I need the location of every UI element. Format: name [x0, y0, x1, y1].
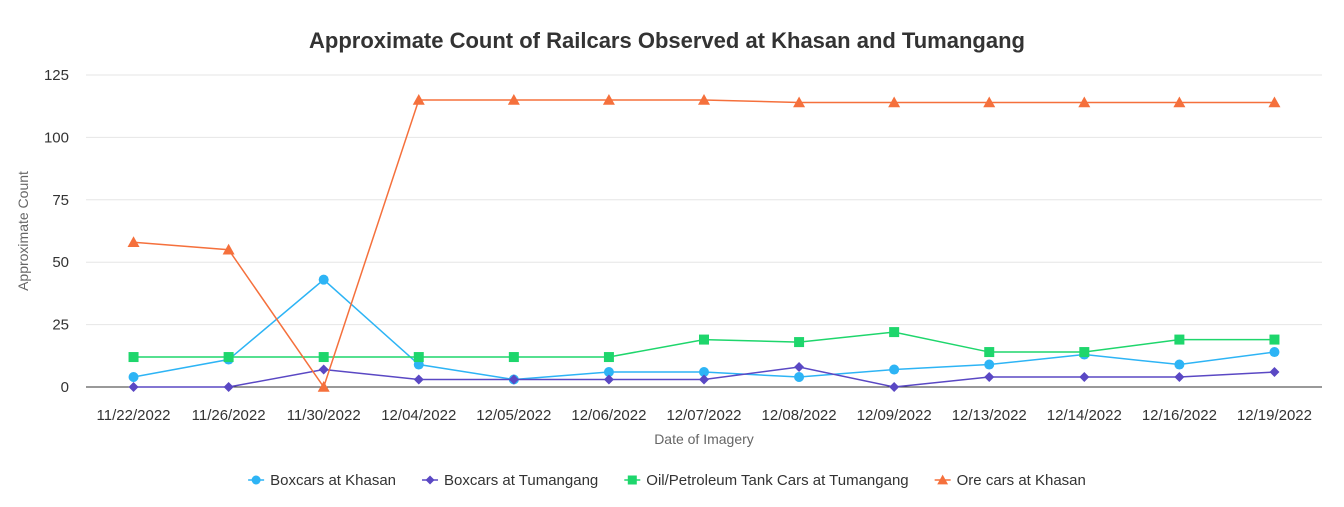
data-point	[318, 352, 329, 363]
legend-marker	[937, 474, 949, 485]
data-point	[412, 93, 425, 105]
series-group	[127, 93, 1281, 392]
legend-label: Ore cars at Khasan	[957, 472, 1086, 489]
data-point	[128, 352, 139, 363]
series-group	[128, 327, 1280, 363]
series-line	[133, 278, 1275, 381]
x-axis: 11/22/2022 11/26/2022 11/30/2022 12/04/2022…	[97, 407, 1312, 424]
data-point	[1078, 96, 1091, 108]
data-point	[1174, 334, 1185, 345]
data-point	[602, 93, 615, 105]
data-point	[1173, 96, 1186, 108]
y-axis: 0 25 50 75 100 125	[44, 67, 69, 396]
data-point	[508, 374, 519, 385]
data-point	[318, 274, 329, 285]
data-point	[222, 243, 235, 255]
data-point	[127, 236, 140, 248]
data-point	[317, 381, 330, 392]
x-tick-label: 12/06/2022	[571, 407, 646, 424]
data-point	[1268, 96, 1281, 108]
y-tick-label: 75	[52, 192, 69, 209]
x-tick-label: 12/16/2022	[1142, 407, 1217, 424]
chart-title: Approximate Count of Railcars Observed a…	[309, 28, 1025, 53]
data-point	[223, 352, 234, 363]
data-point	[983, 96, 996, 108]
data-point	[699, 367, 709, 378]
data-point	[1174, 372, 1185, 383]
data-point	[793, 96, 806, 108]
legend-label: Boxcars at Tumangang	[444, 472, 598, 489]
x-tick-label: 12/19/2022	[1237, 407, 1312, 424]
data-point	[413, 352, 424, 363]
legend-item[interactable]: Boxcars at Khasan	[248, 472, 396, 489]
data-point	[318, 364, 329, 375]
x-tick-label: 11/30/2022	[287, 407, 361, 424]
data-point	[794, 337, 805, 348]
x-tick-label: 11/22/2022	[97, 407, 171, 424]
data-point	[413, 374, 424, 385]
data-point	[699, 334, 709, 345]
data-point	[794, 362, 805, 373]
legend: Boxcars at Khasan Boxcars at Tumangang Oil…	[248, 472, 1086, 489]
data-point	[128, 382, 139, 392]
data-point	[889, 364, 900, 375]
data-point	[1269, 334, 1280, 345]
x-tick-label: 12/07/2022	[666, 407, 741, 424]
y-tick-label: 100	[44, 129, 69, 146]
legend-label: Oil/Petroleum Tank Cars at Tumangang	[646, 472, 908, 489]
data-point	[603, 367, 614, 378]
x-tick-label: 12/14/2022	[1047, 407, 1122, 424]
legend-label: Boxcars at Khasan	[270, 472, 396, 489]
y-tick-label: 50	[52, 254, 69, 271]
series-layer	[127, 93, 1281, 392]
data-point	[128, 372, 139, 383]
data-point	[889, 327, 900, 338]
data-point	[1269, 367, 1280, 378]
data-point	[984, 359, 995, 370]
x-tick-label: 12/09/2022	[857, 407, 932, 424]
data-point	[699, 374, 709, 385]
legend-marker	[251, 475, 261, 485]
y-tick-label: 25	[52, 317, 69, 334]
series-group	[128, 274, 1280, 385]
y-tick-label: 0	[61, 379, 69, 396]
data-point	[603, 352, 614, 363]
data-point	[1269, 347, 1280, 358]
x-tick-label: 11/26/2022	[192, 407, 266, 424]
data-point	[698, 93, 710, 105]
x-tick-label: 12/04/2022	[381, 407, 456, 424]
data-point	[794, 372, 805, 383]
y-axis-label: Approximate Count	[15, 171, 31, 291]
gridlines	[86, 74, 1322, 388]
legend-marker	[627, 475, 637, 485]
x-tick-label: 12/08/2022	[762, 407, 837, 424]
data-point	[508, 352, 519, 363]
legend-item[interactable]: Boxcars at Tumangang	[422, 472, 598, 489]
x-tick-label: 12/13/2022	[952, 407, 1027, 424]
data-point	[1079, 347, 1090, 358]
data-point	[1174, 359, 1185, 370]
data-point	[889, 382, 900, 392]
legend-item[interactable]: Oil/Petroleum Tank Cars at Tumangang	[624, 472, 909, 489]
legend-marker	[425, 475, 435, 485]
legend-item[interactable]: Ore cars at Khasan	[934, 472, 1086, 489]
data-point	[223, 382, 234, 392]
x-tick-label: 12/05/2022	[476, 407, 551, 424]
y-tick-label: 125	[44, 67, 69, 84]
data-point	[507, 93, 520, 105]
data-point	[984, 372, 995, 383]
data-point	[1079, 372, 1090, 383]
data-point	[888, 96, 901, 108]
series-group	[128, 362, 1280, 392]
x-axis-label: Date of Imagery	[654, 431, 754, 447]
data-point	[984, 347, 995, 358]
data-point	[603, 374, 614, 385]
